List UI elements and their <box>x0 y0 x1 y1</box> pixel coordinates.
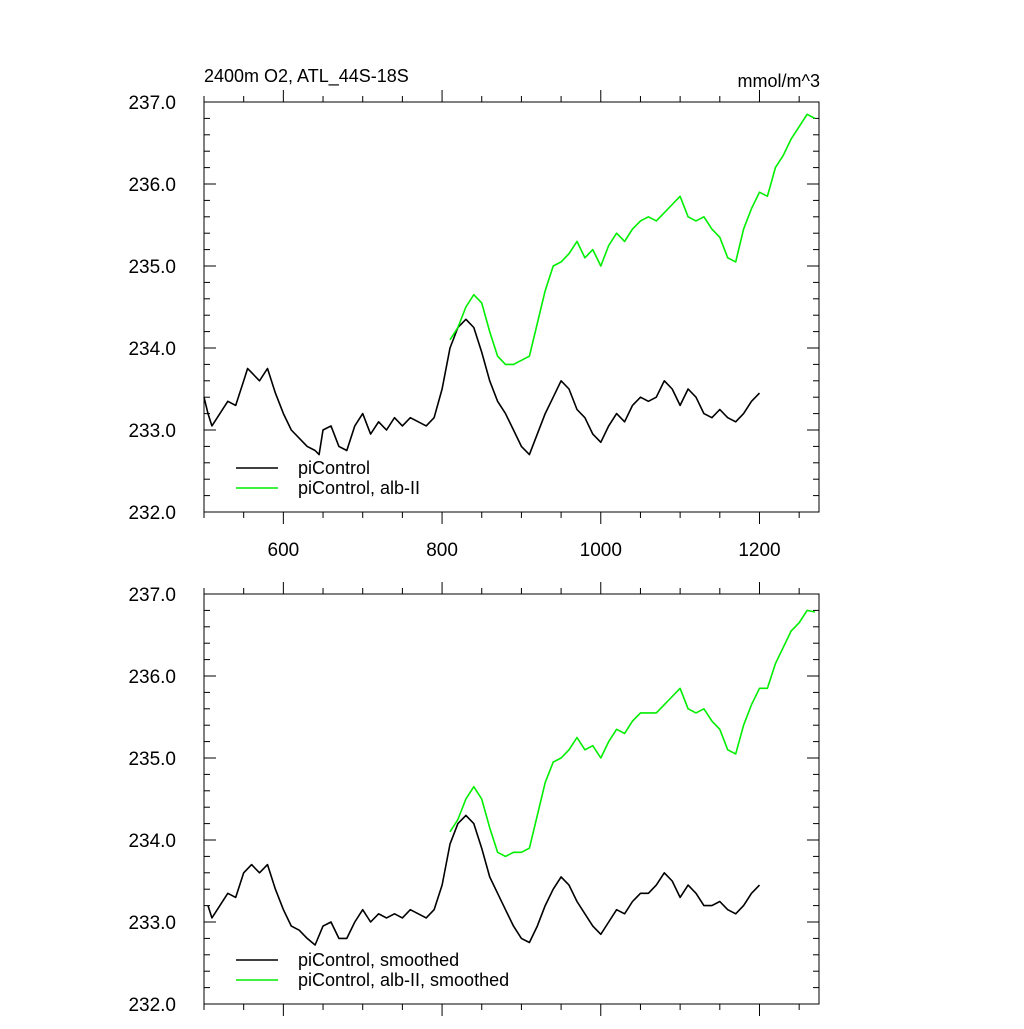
y-tick-label: 237.0 <box>128 93 176 114</box>
units-label: mmol/m^3 <box>738 71 820 91</box>
tick-marks: 232.0 233.0 234.0 235.0 236.0 237.0 600 800 1000… <box>128 90 819 561</box>
plot-frame <box>203 593 820 1005</box>
y-tick-label: 232.0 <box>128 503 176 524</box>
series-line-1 <box>449 609 816 858</box>
panel-top: 2400m O2, ATL_44S-18S mmol/m^3 232.0 233.… <box>128 66 820 561</box>
y-tick-label: 234.0 <box>128 339 176 360</box>
y-tick-label: 234.0 <box>128 831 176 852</box>
series-lines <box>207 609 816 946</box>
y-tick-label: 235.0 <box>128 749 176 770</box>
legend-label: piControl, alb-II, smoothed <box>298 970 509 990</box>
plot-frame <box>203 101 820 513</box>
x-tick-label: 1000 <box>580 540 622 561</box>
legend-label: piControl, alb-II <box>298 478 420 498</box>
series-line-0 <box>203 318 761 456</box>
x-tick-label: 800 <box>426 540 458 561</box>
y-tick-label: 236.0 <box>128 667 176 688</box>
legend-label: piControl, smoothed <box>298 950 459 970</box>
legend-label: piControl <box>298 458 370 478</box>
panel-bottom: 232.0 233.0 234.0 235.0 236.0 237.0 piControl… <box>128 582 820 1016</box>
tick-marks: 232.0 233.0 234.0 235.0 236.0 237.0 <box>128 582 819 1016</box>
y-tick-label: 233.0 <box>128 913 176 934</box>
y-tick-label: 235.0 <box>128 257 176 278</box>
y-tick-label: 233.0 <box>128 421 176 442</box>
series-line-1 <box>449 113 816 366</box>
x-tick-label: 600 <box>268 540 300 561</box>
y-tick-label: 236.0 <box>128 175 176 196</box>
y-tick-label: 232.0 <box>128 995 176 1016</box>
y-tick-label: 237.0 <box>128 585 176 606</box>
series-line-0 <box>207 814 761 946</box>
chart-title: 2400m O2, ATL_44S-18S <box>204 66 409 87</box>
series-lines <box>203 113 816 456</box>
x-tick-label: 1200 <box>738 540 780 561</box>
